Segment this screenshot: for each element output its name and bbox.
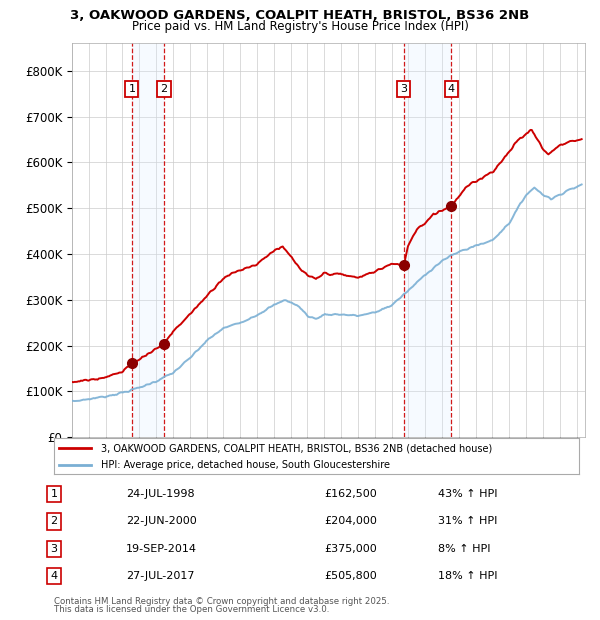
Text: 1: 1: [50, 489, 58, 499]
Text: £162,500: £162,500: [324, 489, 377, 499]
Text: 27-JUL-2017: 27-JUL-2017: [126, 571, 194, 581]
Text: 31% ↑ HPI: 31% ↑ HPI: [438, 516, 497, 526]
Text: 2: 2: [160, 84, 167, 94]
Text: This data is licensed under the Open Government Licence v3.0.: This data is licensed under the Open Gov…: [54, 604, 329, 614]
Text: 3: 3: [50, 544, 58, 554]
Bar: [404, 43, 451, 437]
Text: Contains HM Land Registry data © Crown copyright and database right 2025.: Contains HM Land Registry data © Crown c…: [54, 597, 389, 606]
Text: 3: 3: [400, 84, 407, 94]
Text: 2: 2: [50, 516, 58, 526]
Text: 3, OAKWOOD GARDENS, COALPIT HEATH, BRISTOL, BS36 2NB (detached house): 3, OAKWOOD GARDENS, COALPIT HEATH, BRIST…: [101, 443, 493, 453]
Text: £375,000: £375,000: [324, 544, 377, 554]
Text: 1: 1: [128, 84, 136, 94]
Text: £505,800: £505,800: [324, 571, 377, 581]
Text: £204,000: £204,000: [324, 516, 377, 526]
Text: 18% ↑ HPI: 18% ↑ HPI: [438, 571, 497, 581]
Text: 24-JUL-1998: 24-JUL-1998: [126, 489, 194, 499]
Text: 4: 4: [448, 84, 455, 94]
Text: 4: 4: [50, 571, 58, 581]
Text: 43% ↑ HPI: 43% ↑ HPI: [438, 489, 497, 499]
Text: 8% ↑ HPI: 8% ↑ HPI: [438, 544, 491, 554]
Text: 3, OAKWOOD GARDENS, COALPIT HEATH, BRISTOL, BS36 2NB: 3, OAKWOOD GARDENS, COALPIT HEATH, BRIST…: [70, 9, 530, 22]
Text: Price paid vs. HM Land Registry's House Price Index (HPI): Price paid vs. HM Land Registry's House …: [131, 20, 469, 33]
Text: 22-JUN-2000: 22-JUN-2000: [126, 516, 197, 526]
Text: 19-SEP-2014: 19-SEP-2014: [126, 544, 197, 554]
Bar: [132, 43, 164, 437]
Text: HPI: Average price, detached house, South Gloucestershire: HPI: Average price, detached house, Sout…: [101, 460, 390, 471]
